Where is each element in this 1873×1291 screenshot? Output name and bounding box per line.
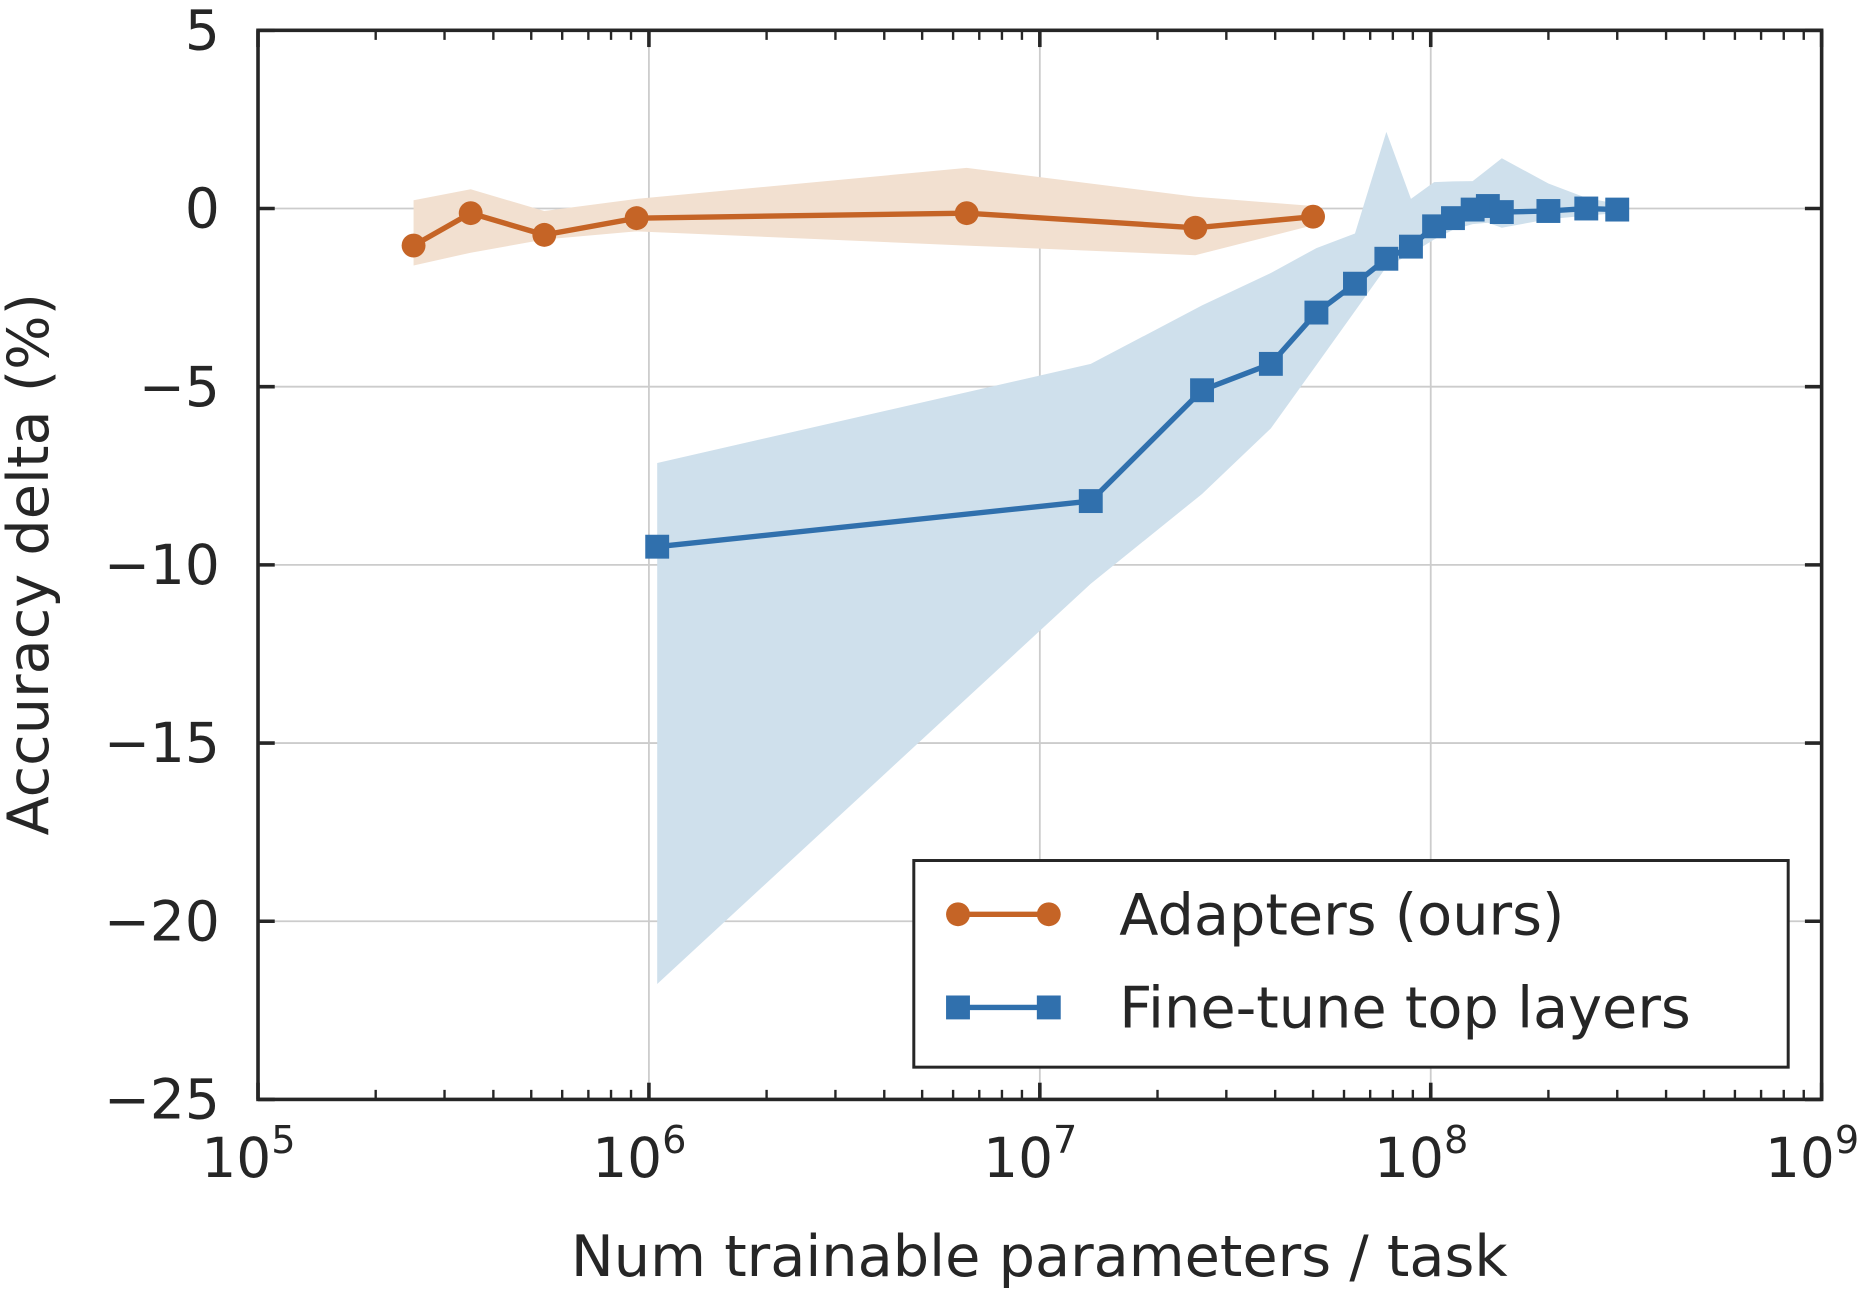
y-tick-label: −15 <box>104 711 220 775</box>
data-point <box>458 201 483 226</box>
data-point <box>1304 300 1329 325</box>
data-point <box>1441 206 1465 231</box>
data-point <box>532 222 557 247</box>
plot-frame <box>256 28 1824 1102</box>
legend-label: Fine-tune top layers <box>1119 975 1691 1042</box>
data-point <box>645 534 670 559</box>
x-tick-labels: 105 106 107 108 109 <box>201 1119 1859 1190</box>
data-point <box>1343 271 1367 296</box>
data-point <box>1605 197 1630 222</box>
data-point <box>1190 378 1214 403</box>
y-tick-label: 0 <box>185 177 220 241</box>
data-point <box>1489 200 1514 225</box>
x-tick-label: 106 <box>592 1119 686 1190</box>
y-tick-labels: 5 0 −5 −10 −15 −20 −25 <box>104 0 220 1132</box>
x-tick-label: 105 <box>201 1119 295 1190</box>
data-point <box>1536 199 1561 223</box>
data-point <box>1183 215 1208 240</box>
legend-marker-circle <box>1036 902 1061 927</box>
band-1 <box>657 131 1618 984</box>
series-lines <box>401 194 1630 559</box>
y-tick-label: −5 <box>139 355 220 419</box>
legend-box <box>912 859 1790 1069</box>
data-point <box>1574 196 1599 221</box>
legend-marker-circle <box>946 902 970 927</box>
data-point <box>1399 234 1423 259</box>
data-point <box>1078 489 1103 514</box>
confidence-bands <box>413 131 1618 984</box>
data-point <box>954 201 979 226</box>
data-point <box>1374 246 1399 271</box>
x-axis-label: Num trainable parameters / task <box>571 1223 1508 1290</box>
data-point <box>624 206 649 231</box>
y-tick-label: −20 <box>104 889 220 953</box>
legend-label: Adapters (ours) <box>1119 882 1564 949</box>
y-tick-label: 5 <box>185 0 220 62</box>
y-tick-label: −10 <box>104 533 220 597</box>
data-point <box>401 233 426 258</box>
x-tick-label: 108 <box>1374 1119 1468 1190</box>
x-tick-label: 107 <box>983 1119 1077 1190</box>
legend-marker-square <box>946 995 970 1020</box>
legend: Adapters (ours) Fine-tune top layers <box>912 859 1790 1069</box>
y-axis-label: Accuracy delta (%) <box>0 293 62 836</box>
legend-marker-square <box>1036 995 1061 1020</box>
data-point <box>1301 204 1326 229</box>
x-tick-label: 109 <box>1765 1119 1859 1190</box>
data-point <box>1258 351 1283 376</box>
data-point <box>1422 214 1447 239</box>
y-tick-label: −25 <box>104 1068 220 1132</box>
